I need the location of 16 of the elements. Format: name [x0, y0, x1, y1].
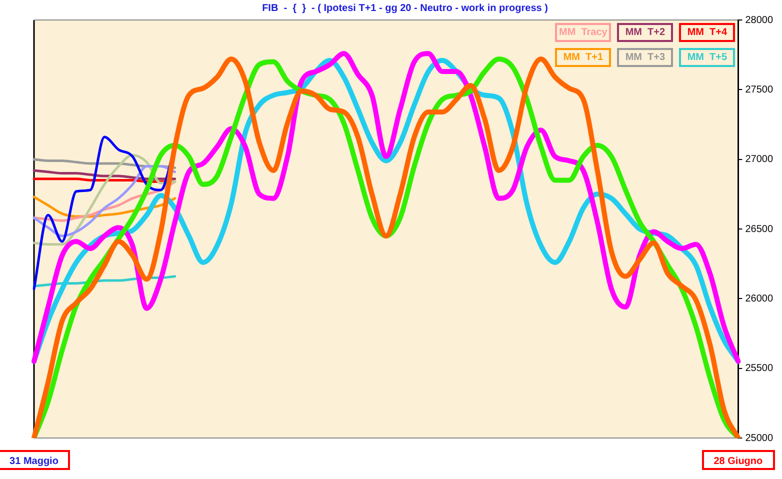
y-tick-label: 27000 — [745, 154, 774, 166]
text: MM T+4 — [679, 23, 736, 42]
x-tick-label: 28 Giugno — [714, 456, 763, 467]
y-tick-label: 27500 — [745, 84, 774, 96]
y-tick-label: 25500 — [745, 363, 774, 374]
y-tick-label: 25000 — [745, 432, 774, 444]
chart-title: FIB - { } - ( Ipotesi T+1 - gg 20 - Neutro - work in progress ) — [262, 2, 548, 14]
text: MM T+1 — [555, 48, 612, 67]
y-tick-label: 26000 — [745, 293, 774, 304]
y-tick-label: 26500 — [745, 224, 774, 235]
text: MM T+5 — [679, 48, 736, 67]
x-tick-label: 31 Maggio — [10, 456, 58, 467]
text: MM Tracy — [555, 23, 612, 42]
y-tick-label: 28000 — [745, 14, 774, 26]
text: MM T+2 — [617, 23, 674, 42]
text: MM T+3 — [617, 48, 674, 67]
